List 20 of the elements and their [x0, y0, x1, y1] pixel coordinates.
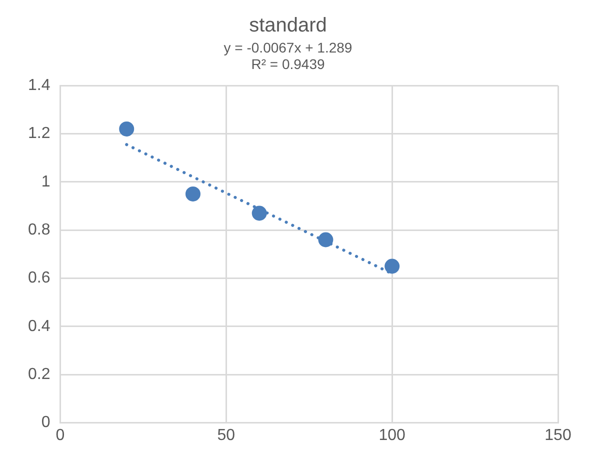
point [252, 206, 267, 221]
point [318, 232, 334, 248]
point [384, 258, 400, 274]
y-tick-label: 1 [41, 173, 50, 190]
y-tick-label: 1.2 [28, 125, 50, 142]
text: y = -0.0067x + 1.289 [224, 39, 352, 56]
chart-title: standard [249, 14, 327, 37]
y-tick-label: 0.8 [28, 222, 50, 239]
y-tick-label: 0.4 [28, 318, 50, 335]
y-tick-label: 0 [41, 414, 50, 432]
y-tick-label: 0.6 [28, 270, 50, 287]
x-tick-label: 150 [544, 426, 572, 444]
x-tick-label: 100 [378, 426, 406, 444]
x-tick-label: 0 [56, 426, 65, 444]
x-tick-label: 50 [217, 426, 236, 444]
text: R² = 0.9439 [251, 56, 325, 72]
y-tick-label: 1.4 [28, 77, 50, 94]
y-tick-label: 0.2 [28, 366, 50, 384]
point [185, 186, 200, 202]
point [119, 121, 134, 136]
